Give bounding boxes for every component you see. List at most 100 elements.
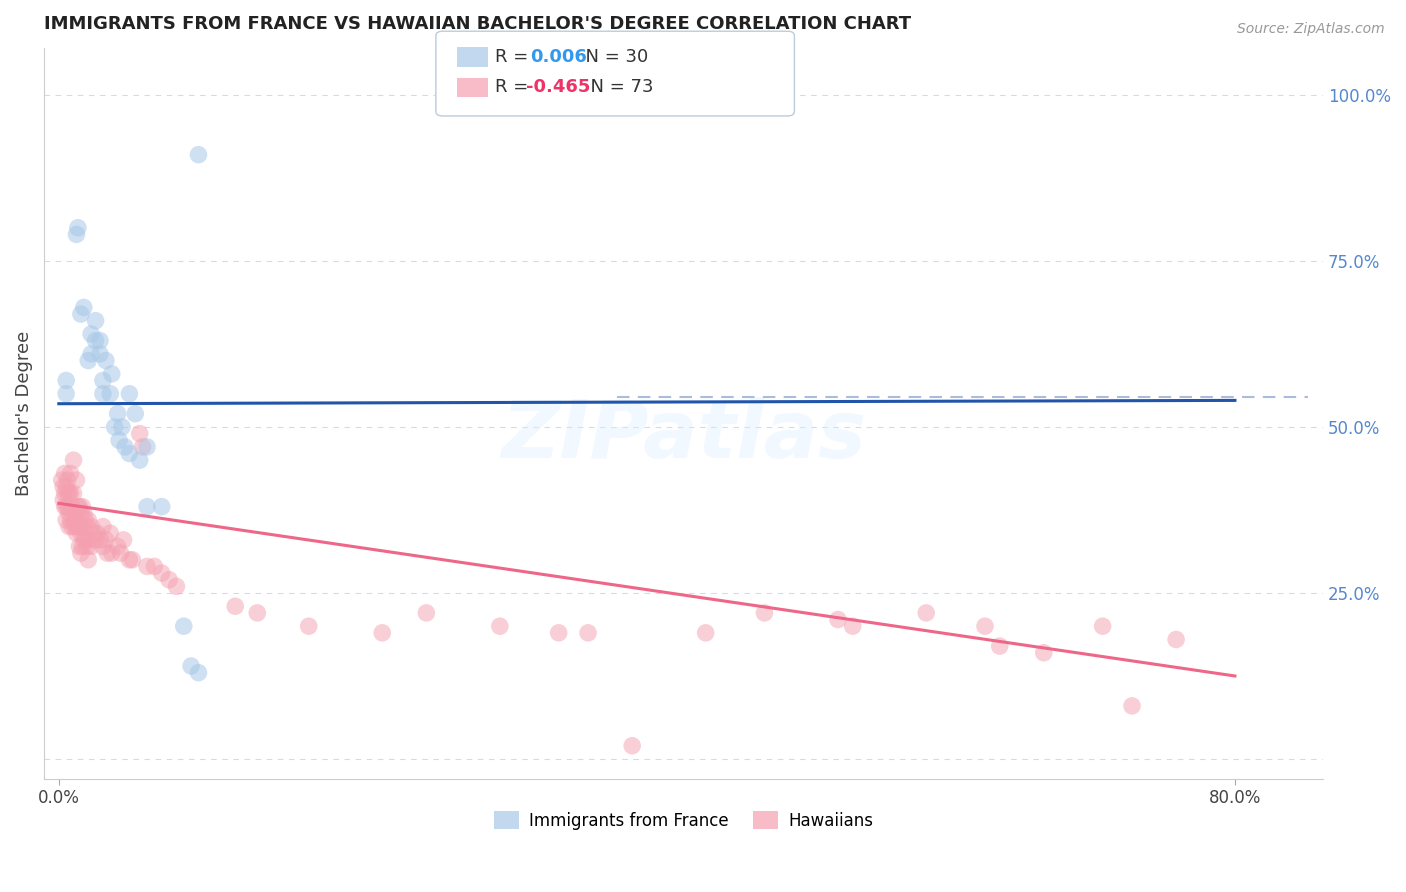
Point <box>108 434 131 448</box>
Point <box>62 453 84 467</box>
Point <box>298 619 321 633</box>
Point <box>1121 698 1143 713</box>
Point <box>56 473 79 487</box>
Point <box>89 533 111 547</box>
Point <box>112 533 135 547</box>
Point <box>114 440 136 454</box>
Point <box>89 334 111 348</box>
Point <box>576 625 599 640</box>
Point <box>72 500 94 514</box>
Point <box>547 625 569 640</box>
Point <box>77 533 100 547</box>
Point <box>915 606 938 620</box>
Point <box>1091 619 1114 633</box>
Point <box>53 500 76 514</box>
Legend: Immigrants from France, Hawaiians: Immigrants from France, Hawaiians <box>486 805 880 837</box>
Point <box>96 546 118 560</box>
Point <box>56 486 79 500</box>
Point <box>695 625 717 640</box>
Point <box>118 386 141 401</box>
Point <box>52 493 75 508</box>
Point <box>94 533 117 547</box>
Point <box>51 473 73 487</box>
Point <box>91 540 114 554</box>
Point <box>136 500 159 514</box>
Point <box>53 486 76 500</box>
Point <box>65 526 87 541</box>
Point <box>55 386 77 401</box>
Point <box>86 526 108 541</box>
Point <box>55 513 77 527</box>
Point <box>80 347 103 361</box>
Point <box>89 347 111 361</box>
Point <box>131 440 153 454</box>
Point <box>974 619 997 633</box>
Point <box>246 606 269 620</box>
Point <box>67 519 90 533</box>
Point <box>224 599 246 614</box>
Point <box>84 334 107 348</box>
Point <box>173 619 195 633</box>
Point <box>76 540 98 554</box>
Point <box>128 453 150 467</box>
Point <box>841 619 863 633</box>
Point <box>754 606 776 620</box>
Point <box>180 659 202 673</box>
Point <box>60 500 83 514</box>
Point <box>83 526 105 541</box>
Point <box>988 639 1011 653</box>
Point <box>107 407 129 421</box>
Point <box>66 519 89 533</box>
Point <box>52 480 75 494</box>
Point <box>70 506 93 520</box>
Point <box>489 619 512 633</box>
Point <box>58 519 80 533</box>
Point <box>121 553 143 567</box>
Point <box>136 440 159 454</box>
Point <box>187 147 209 161</box>
Text: R =: R = <box>495 78 534 96</box>
Point <box>62 513 84 527</box>
Point <box>128 426 150 441</box>
Text: Source: ZipAtlas.com: Source: ZipAtlas.com <box>1237 22 1385 37</box>
Point <box>55 500 77 514</box>
Point <box>91 374 114 388</box>
Point <box>827 613 849 627</box>
Point <box>80 519 103 533</box>
Point <box>65 506 87 520</box>
Point <box>70 546 93 560</box>
Point <box>59 486 82 500</box>
Point <box>66 500 89 514</box>
Point <box>63 519 86 533</box>
Point <box>187 665 209 680</box>
Text: ZIPatlas: ZIPatlas <box>501 397 866 475</box>
Point <box>56 500 79 514</box>
Point <box>104 420 127 434</box>
Point <box>60 519 83 533</box>
Y-axis label: Bachelor's Degree: Bachelor's Degree <box>15 331 32 496</box>
Point <box>84 533 107 547</box>
Text: 0.006: 0.006 <box>530 48 586 66</box>
Point <box>58 486 80 500</box>
Point <box>84 314 107 328</box>
Point <box>80 540 103 554</box>
Point <box>67 500 90 514</box>
Point <box>67 540 90 554</box>
Point <box>91 386 114 401</box>
Point <box>165 579 187 593</box>
Point <box>100 546 122 560</box>
Point <box>143 559 166 574</box>
Point <box>110 546 132 560</box>
Point <box>157 573 180 587</box>
Point <box>70 307 93 321</box>
Point <box>124 407 146 421</box>
Point <box>73 301 96 315</box>
Point <box>66 220 89 235</box>
Point <box>98 526 121 541</box>
Point <box>58 506 80 520</box>
Point <box>94 353 117 368</box>
Point <box>415 606 437 620</box>
Point <box>62 486 84 500</box>
Point <box>111 420 134 434</box>
Point <box>65 473 87 487</box>
